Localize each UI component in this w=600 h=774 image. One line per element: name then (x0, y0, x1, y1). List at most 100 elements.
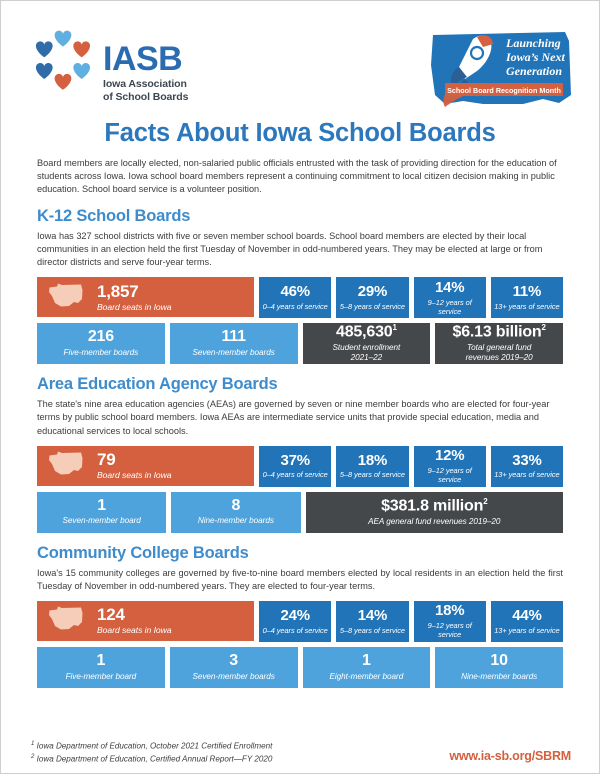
logo-text-block: IASB Iowa Association of School Boards (103, 25, 188, 103)
sections-container: K-12 School Boards Iowa has 327 school di… (1, 207, 599, 688)
stat-box: 485,6301 Student enrollment 2021–22 (302, 323, 431, 365)
stat-value: 18% (357, 451, 388, 469)
stat-value: 46% (280, 283, 310, 301)
stat-row: 216 Five-member boards 111 Seven-member boa… (37, 323, 563, 365)
stat-value: 124 (97, 605, 125, 625)
iowa-map-icon (49, 283, 83, 307)
website-url[interactable]: www.ia-sb.org/SBRM (449, 749, 571, 763)
footnote-1-marker: 1 (31, 741, 35, 748)
footnote-2: 2 Iowa Department of Education, Certifie… (31, 753, 272, 765)
stat-box: 18% 5–8 years of service (336, 445, 409, 487)
footnote-2-text: Iowa Department of Education, Certified … (36, 754, 273, 764)
stat-label: Board seats in Iowa (97, 469, 172, 480)
stat-value: $381.8 million2 (381, 496, 488, 514)
badge-ribbon-text: School Board Recognition Month (447, 86, 561, 95)
stat-label: 0–4 years of service (262, 625, 328, 635)
stat-value: 24% (280, 606, 310, 624)
stat-box: 11% 13+ years of service (490, 277, 564, 319)
stat-box: 18% 9–12 years of service (413, 600, 486, 642)
stat-value: 14% (357, 606, 388, 624)
stat-label: 5–8 years of service (339, 625, 405, 635)
page-footer: 1 Iowa Department of Education, October … (1, 740, 599, 765)
stat-box: 14% 5–8 years of service (336, 600, 409, 642)
stat-value: 44% (512, 606, 542, 624)
badge-line3: Generation (506, 64, 562, 78)
section-description: The state's nine area education agencies… (37, 399, 550, 436)
stat-box: 33% 13+ years of service (490, 445, 564, 487)
stat-box: 44% 13+ years of service (490, 600, 564, 642)
stat-value: 37% (280, 451, 310, 469)
stat-label: Eight-member board (329, 671, 404, 681)
rocket-iowa-badge-icon: Launching Iowa’s Next Generation School … (431, 32, 571, 107)
stat-box: 1,857 Board seats in Iowa (37, 277, 255, 318)
stat-value: 10 (490, 651, 508, 669)
stat-label: Nine-member boards (461, 671, 538, 681)
stat-label: Seven-member board (62, 516, 141, 526)
stat-box: 10 Nine-member boards (435, 646, 563, 688)
stat-value: 14% (434, 278, 465, 296)
stat-value: $6.13 billion2 (452, 323, 546, 341)
stat-value: 1 (97, 496, 106, 514)
stat-label: 5–8 years of service (339, 302, 405, 312)
stat-box: 1 Seven-member board (37, 491, 167, 533)
stat-value: 1 (96, 651, 106, 669)
stat-label: 0–4 years of service (262, 302, 328, 312)
stat-row: 79 Board seats in Iowa 37% 0–4 years of ser… (37, 445, 564, 487)
section-1: K-12 School Boards Iowa has 327 school di… (37, 207, 564, 365)
stat-label: 13+ years of service (494, 302, 560, 312)
stat-box: 3 Seven-member boards (169, 646, 298, 688)
stat-value: 18% (434, 602, 465, 620)
stat-box: 14% 9–12 years of service (413, 277, 486, 319)
stat-label: Five-member board (65, 671, 137, 681)
stat-box: 8 Nine-member boards (171, 491, 301, 533)
section-2: Area Education Agency Boards The state's … (37, 375, 564, 533)
stat-label: Total general fund revenues 2019–20 (465, 343, 533, 363)
iasb-logo: IASB Iowa Association of School Boards (27, 25, 188, 103)
stat-label: Seven-member boards (192, 348, 275, 358)
footnote-2-marker: 2 (31, 753, 35, 760)
stat-label: Nine-member boards (197, 516, 274, 526)
footnotes: 1 Iowa Department of Education, October … (31, 740, 272, 765)
section-3: Community College Boards Iowa's 15 commun… (37, 543, 564, 688)
stat-label: 13+ years of service (494, 625, 560, 635)
page-header: IASB Iowa Association of School Boards L… (1, 1, 599, 113)
stat-box: 111 Seven-member boards (169, 323, 298, 365)
stat-value: 33% (512, 451, 542, 469)
footnote-1: 1 Iowa Department of Education, October … (31, 740, 272, 752)
stat-label: Board seats in Iowa (97, 624, 172, 635)
stat-value: 11% (512, 283, 542, 301)
logo-acronym: IASB (103, 40, 183, 78)
stat-value: 3 (229, 651, 238, 669)
section-description: Iowa's 15 community colleges are governe… (37, 567, 563, 591)
stat-row: 124 Board seats in Iowa 24% 0–4 years of se… (37, 600, 564, 642)
stat-box: 12% 9–12 years of service (413, 445, 486, 487)
iowa-map-icon (49, 606, 83, 630)
stat-value: 1,857 (97, 281, 139, 301)
stat-value: 12% (434, 447, 465, 465)
stat-value: 485,6301 (336, 323, 397, 341)
stat-label: 0–4 years of service (262, 470, 328, 480)
stat-label: AEA general fund revenues 2019–20 (368, 516, 501, 526)
stat-label: Student enrollment 2021–22 (332, 343, 401, 363)
stat-value: 8 (231, 496, 241, 514)
section-description: Iowa has 327 school districts with five … (37, 231, 543, 268)
stat-row: 1,857 Board seats in Iowa 46% 0–4 years of … (37, 277, 564, 319)
stat-label: 9–12 years of service (427, 465, 472, 484)
stat-box: 79 Board seats in Iowa (37, 445, 255, 486)
section-heading: Community College Boards (37, 543, 249, 562)
stat-label: 9–12 years of service (427, 621, 472, 640)
hearts-circle-logo-icon (35, 30, 91, 90)
stat-label: 5–8 years of service (339, 470, 405, 480)
stat-box: $6.13 billion2 Total general fund revenues… (435, 323, 563, 365)
stat-box: 37% 0–4 years of service (259, 445, 332, 487)
intro-paragraph: Board members are locally elected, non-s… (37, 158, 557, 195)
stat-box: 46% 0–4 years of service (259, 277, 332, 319)
stat-value: 216 (87, 328, 114, 346)
footnote-1-text: Iowa Department of Education, October 20… (36, 741, 273, 751)
stat-label: 13+ years of service (494, 470, 560, 480)
logo-subtitle: Iowa Association of School Boards (103, 78, 188, 103)
stat-box: $381.8 million2 AEA general fund revenues… (305, 491, 563, 533)
badge-line2: Iowa’s Next (505, 50, 565, 64)
stat-box: 29% 5–8 years of service (336, 277, 409, 319)
logo-subtitle-line1: Iowa Association (103, 78, 187, 91)
